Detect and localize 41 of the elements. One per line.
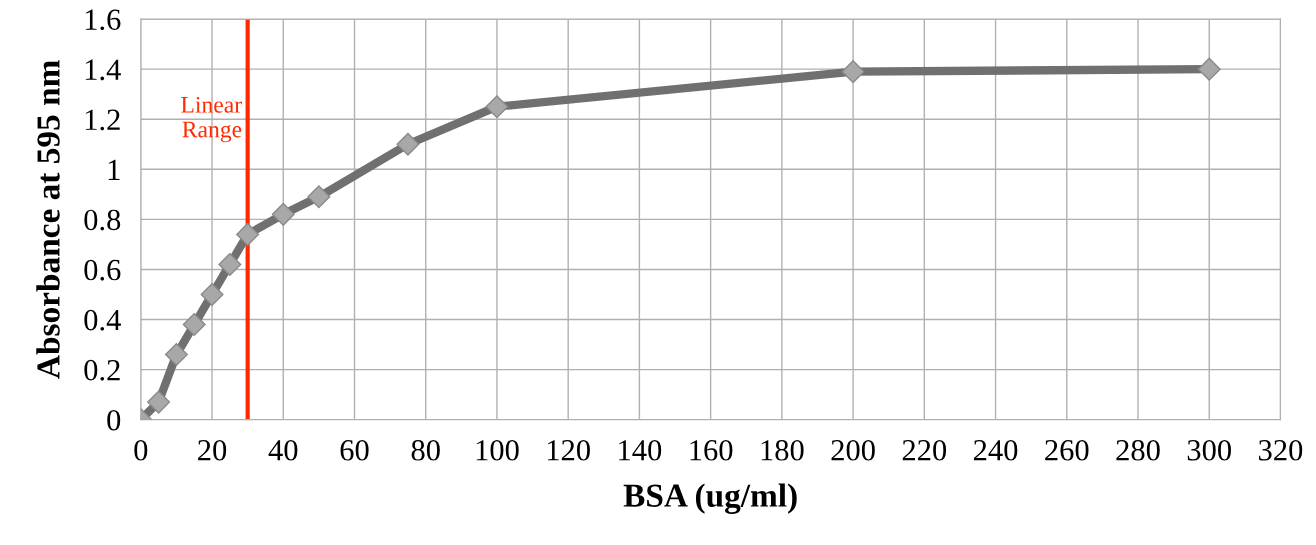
point xyxy=(841,60,865,84)
point xyxy=(218,252,242,276)
point xyxy=(182,313,206,337)
y-tick-label: 0 xyxy=(107,409,121,431)
x-tick-label: 40 xyxy=(268,439,298,461)
point xyxy=(1197,57,1221,81)
x-tick-label: 220 xyxy=(902,439,947,461)
y-tick-label: 1.2 xyxy=(85,109,120,131)
x-tick-label: 240 xyxy=(973,439,1018,461)
point xyxy=(485,95,509,119)
x-tick-label: 100 xyxy=(476,439,519,461)
point xyxy=(271,202,295,226)
y-tick-label: 0.6 xyxy=(84,259,121,281)
x-tick-label: 20 xyxy=(198,439,227,461)
point xyxy=(236,222,260,246)
point xyxy=(200,282,224,306)
y-axis-title: Absorbance at 595 nm xyxy=(36,60,60,379)
x-tick-label: 200 xyxy=(831,439,875,461)
point xyxy=(164,343,188,367)
y-tick-label: 1.4 xyxy=(85,59,121,81)
point xyxy=(307,185,331,209)
y-tick-label: 0.4 xyxy=(84,309,121,331)
x-tick-label: 80 xyxy=(411,439,440,461)
y-tick-label: 0.2 xyxy=(84,359,120,381)
x-tick-label: 180 xyxy=(761,439,804,461)
ref-line-label: Linear Range xyxy=(181,96,242,143)
x-tick-label: 300 xyxy=(1187,439,1231,461)
x-axis-title: BSA (ug/ml) xyxy=(623,483,797,514)
x-tick-label: 320 xyxy=(1259,439,1303,461)
y-tick-label: 1 xyxy=(108,159,120,180)
x-tick-label: 140 xyxy=(619,439,662,461)
x-tick-label: 260 xyxy=(1045,439,1089,461)
point xyxy=(396,132,420,156)
x-tick-label: 0 xyxy=(134,439,148,461)
x-tick-label: 160 xyxy=(690,439,733,461)
point xyxy=(147,390,171,414)
x-tick-label: 120 xyxy=(547,439,590,461)
y-tick-label: 1.6 xyxy=(85,9,121,31)
y-tick-label: 0.8 xyxy=(84,209,121,231)
x-tick-label: 280 xyxy=(1116,439,1160,461)
x-tick-label: 60 xyxy=(340,439,369,461)
